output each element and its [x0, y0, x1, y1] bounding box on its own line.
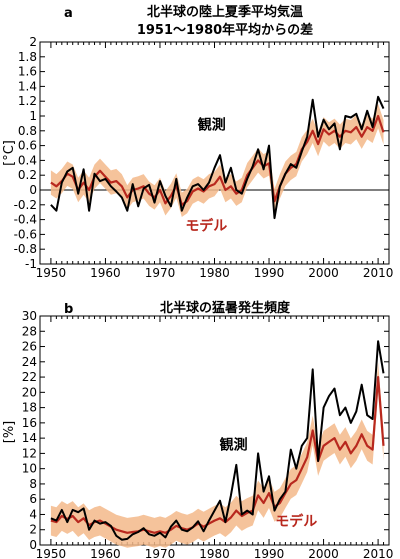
x-tick-label: 2000	[308, 266, 339, 280]
x-tick-label: 1950	[36, 266, 67, 280]
panel-a: a 北半球の陸上夏季平均気温 1951〜1980年平均からの差 [°C] -1-…	[2, 4, 393, 280]
y-tick-label: 12	[22, 446, 37, 460]
y-tick-label: 26	[22, 340, 37, 354]
observation-series-line	[50, 95, 385, 220]
model-series-line	[50, 114, 385, 206]
y-tick-label: 24	[22, 355, 37, 369]
panel-a-subtitle: 1951〜1980年平均からの差	[137, 22, 313, 38]
x-tick-label: 1970	[145, 266, 176, 280]
y-tick-label: 0.4	[18, 153, 37, 167]
y-tick-label: 20	[22, 385, 37, 399]
y-tick-label: 22	[22, 370, 37, 384]
panel-b-ylabel: [%]	[2, 421, 17, 444]
y-tick-label: 30	[22, 309, 37, 323]
y-tick-label: 10	[22, 462, 37, 476]
model-annotation-label: モデル	[275, 513, 317, 530]
x-tick-label: 1980	[199, 266, 230, 280]
panel-a-plot: -1-0.8-0.6-0.4-0.200.20.40.60.811.21.41.…	[14, 35, 394, 280]
panel-a-letter: a	[64, 6, 73, 21]
x-tick-label: 1970	[145, 547, 176, 559]
y-tick-label: 0.2	[18, 168, 37, 182]
x-tick-label: 2010	[363, 547, 394, 559]
x-tick-label: 2000	[308, 547, 339, 559]
y-tick-label: 1.8	[18, 50, 37, 64]
y-tick-label: 0.6	[18, 139, 37, 153]
observation-annotation-label: 観測	[198, 116, 226, 133]
panel-a-title: 北半球の陸上夏季平均気温	[147, 4, 303, 20]
x-tick-label: 1990	[254, 547, 285, 559]
y-tick-label: -1	[25, 257, 37, 271]
y-tick-label: 2	[29, 523, 37, 537]
y-tick-label: 8	[29, 477, 37, 491]
y-tick-label: 1	[29, 109, 37, 123]
y-tick-label: 6	[29, 492, 37, 506]
x-tick-label: 1980	[199, 547, 230, 559]
model-annotation-label: モデル	[185, 218, 227, 235]
panel-a-ylabel: [°C]	[2, 140, 17, 166]
y-tick-label: 16	[22, 416, 37, 430]
panel-b-letter: b	[64, 302, 73, 317]
x-tick-label: 1990	[254, 266, 285, 280]
y-tick-label: -0.4	[14, 213, 37, 227]
panel-b: b 北半球の猛暑発生頻度 [%] 02468101214161820222426…	[2, 300, 393, 559]
observation-series-line	[50, 340, 385, 541]
y-tick-label: -0.8	[14, 242, 37, 256]
x-tick-label: 1960	[90, 547, 121, 559]
y-tick-label: -0.6	[14, 227, 37, 241]
x-tick-label: 2010	[363, 266, 394, 280]
y-tick-label: 0	[29, 183, 37, 197]
y-tick-label: 1.4	[18, 79, 37, 93]
y-tick-label: 1.6	[18, 65, 37, 79]
y-tick-label: 4	[29, 507, 37, 521]
panel-b-title: 北半球の猛暑発生頻度	[160, 300, 291, 316]
y-tick-label: 1.2	[18, 94, 37, 108]
y-tick-label: 28	[22, 324, 37, 338]
model-series-line	[50, 376, 385, 534]
y-tick-label: 0	[29, 538, 37, 552]
y-tick-label: -0.2	[14, 198, 37, 212]
observation-annotation-label: 観測	[220, 437, 248, 454]
x-tick-label: 1960	[90, 266, 121, 280]
y-tick-label: 14	[22, 431, 37, 445]
y-tick-label: 2	[29, 35, 37, 49]
y-tick-label: 18	[22, 401, 37, 415]
x-tick-label: 1950	[36, 547, 67, 559]
y-tick-label: 0.8	[18, 124, 37, 138]
